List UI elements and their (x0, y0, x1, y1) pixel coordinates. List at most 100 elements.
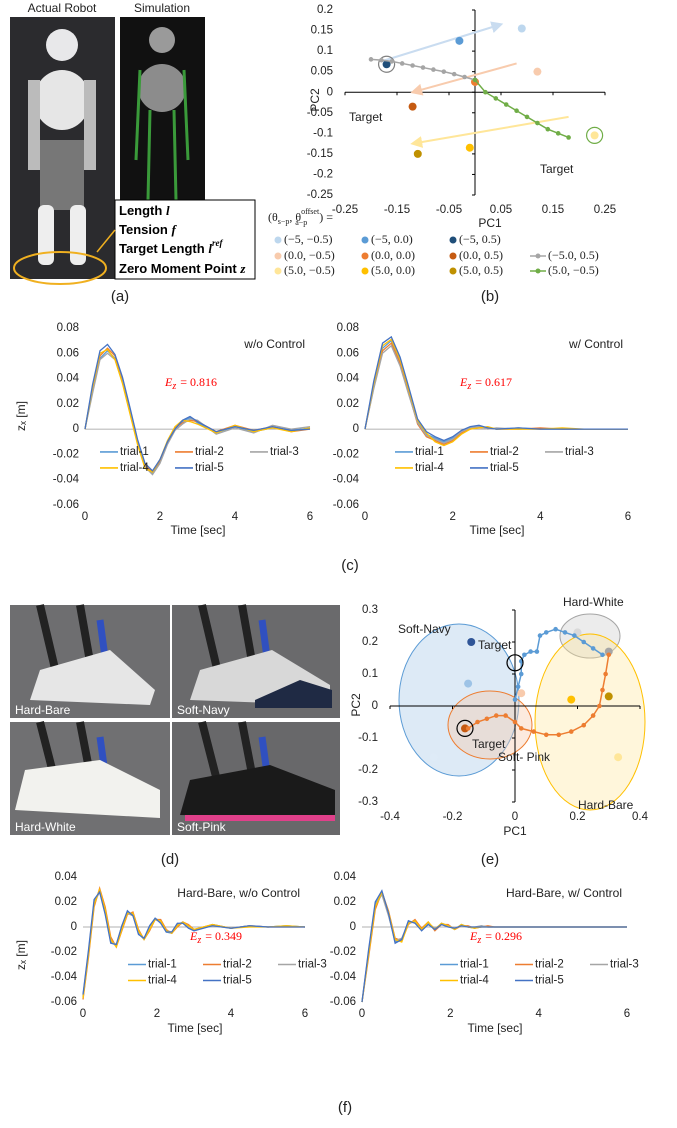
y-tick-label: 0.04 (55, 871, 78, 883)
robot-head (46, 29, 78, 61)
y-tick-label: 0.04 (57, 373, 80, 385)
y-tick-label: 0.1 (362, 668, 378, 680)
trajectory-point (466, 726, 471, 731)
trajectory-point (431, 67, 436, 72)
y-tick-label: -0.02 (51, 946, 77, 958)
y-tick-label: -0.02 (330, 946, 356, 958)
y-tick-label: -0.04 (330, 971, 357, 983)
panel-label: (b) (481, 288, 499, 305)
legend-title-sub: a−p (295, 218, 307, 227)
annotation: Hard-Bare (578, 798, 634, 812)
y-tick-label: -0.04 (53, 474, 80, 486)
data-line (362, 891, 627, 1002)
trajectory-point (516, 685, 521, 690)
signal-symbol: z (239, 261, 246, 276)
legend-label: (0.0, 0.5) (459, 248, 503, 262)
point (409, 103, 417, 111)
trajectory-point (369, 57, 374, 62)
trajectory-point (514, 108, 519, 113)
error-subscript: z (196, 935, 201, 946)
x-axis-label: Time [sec] (468, 1021, 523, 1035)
legend-label: trial-4 (415, 462, 444, 474)
legend-label: trial-4 (460, 975, 489, 987)
error-annotation: Ez= 0.617 (459, 375, 512, 393)
y-tick-label: 0 (372, 700, 378, 712)
legend-label: (5.0, 0.0) (371, 263, 415, 277)
shoe-label: Soft-Pink (177, 820, 227, 834)
sim-head (149, 27, 175, 53)
signal-text: Target Length (119, 241, 205, 256)
y-tick-label: -0.2 (358, 764, 378, 776)
annotation: Hard-White (563, 595, 624, 609)
point (455, 37, 463, 45)
signal-text: Zero Moment Point (119, 261, 237, 276)
trajectory-point (421, 65, 426, 70)
trajectory-point (519, 726, 524, 731)
trajectory-point (544, 630, 549, 635)
data-line (362, 895, 627, 1003)
legend-label: (−5.0, 0.5) (548, 248, 599, 262)
legend-label: (5.0, −0.5) (284, 263, 335, 277)
legend-swatch (450, 253, 457, 260)
legend-label: trial-1 (415, 446, 444, 458)
trajectory-point (504, 102, 509, 107)
error-subscript: z (171, 381, 176, 392)
robot-arm (84, 80, 96, 170)
legend-label: (−5, 0.0) (371, 232, 413, 246)
y-tick-label: -0.2 (313, 168, 333, 180)
x-tick-label: 2 (447, 1008, 453, 1020)
point (533, 68, 541, 76)
x-tick-label: 4 (228, 1008, 235, 1020)
x-tick-label: 0.15 (542, 204, 564, 216)
data-line (83, 892, 305, 995)
legend-title-sup: offset (301, 207, 320, 216)
legend-label: trial-2 (195, 446, 224, 458)
legend-label: trial-3 (610, 959, 639, 971)
trajectory-point (400, 61, 405, 66)
error-annotation: Ez= 0.816 (164, 375, 217, 393)
trajectory-point (535, 121, 540, 126)
legend-label: trial-2 (490, 446, 519, 458)
y-tick-label: 0.2 (362, 636, 378, 648)
y-tick-label: 0.08 (57, 322, 79, 334)
legend-label: trial-3 (565, 446, 594, 458)
trajectory-point (503, 713, 508, 718)
trajectory-point (410, 63, 415, 68)
shoe-label: Hard-Bare (15, 703, 71, 717)
y-tick-label: -0.06 (330, 996, 356, 1008)
x-tick-label: 0 (359, 1008, 365, 1020)
panel-label: (a) (111, 288, 129, 305)
panel-label: (c) (341, 557, 359, 574)
legend-label: trial-2 (223, 959, 252, 971)
y-tick-label: 0.04 (334, 871, 357, 883)
photo-caption: Simulation (134, 1, 190, 15)
x-tick-label: 6 (302, 1008, 308, 1020)
point (466, 144, 474, 152)
signal: Zero Moment Point z (119, 261, 246, 276)
legend-swatch (362, 237, 369, 244)
y-tick-label: -0.1 (313, 127, 333, 139)
legend-swatch (275, 237, 282, 244)
data-line (362, 892, 627, 1002)
robot-leg (38, 205, 54, 265)
robot-leg (70, 205, 86, 265)
legend-label: trial-1 (120, 446, 149, 458)
legend-label: trial-5 (195, 462, 224, 474)
trajectory-point (603, 672, 608, 677)
legend-label: trial-5 (535, 975, 564, 987)
sim-torso (138, 64, 186, 112)
robot-torso (34, 70, 90, 130)
robot-photos: Actual Robot Simulation Length l Tension… (10, 1, 255, 284)
y-tick-label: 0.3 (362, 604, 378, 616)
legend-label: (5.0, 0.5) (459, 263, 503, 277)
y-tick-label: 0 (350, 921, 356, 933)
trajectory-point (544, 733, 549, 738)
x-tick-label: 2 (154, 1008, 160, 1020)
signal-text: Length (119, 203, 162, 218)
trajectory-point (452, 72, 457, 77)
shoe-label: Soft-Navy (177, 703, 230, 717)
trajectory-point (600, 688, 605, 693)
error-value: = 0.349 (205, 929, 242, 943)
y-tick-label: 0.1 (317, 45, 333, 57)
trajectory-point (513, 697, 518, 702)
